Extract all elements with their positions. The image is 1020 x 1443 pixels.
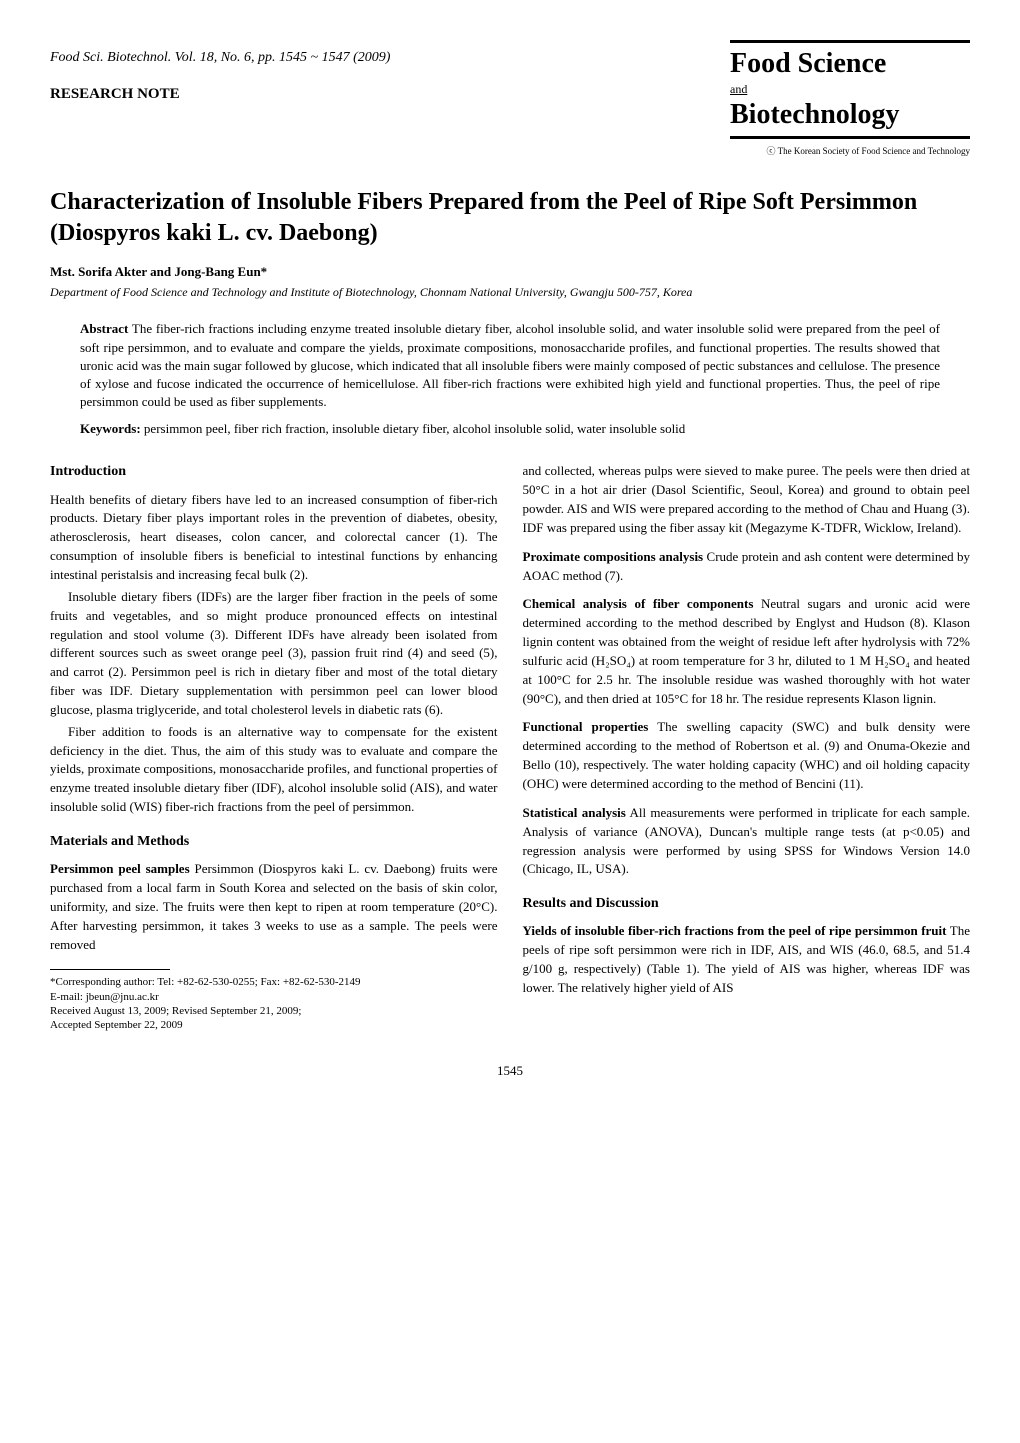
intro-para-2: Insoluble dietary fibers (IDFs) are the …	[50, 588, 498, 720]
intro-para-1: Health benefits of dietary fibers have l…	[50, 491, 498, 585]
right-para-6: Yields of insoluble fiber-rich fractions…	[523, 922, 971, 997]
header-top: Food Sci. Biotechnol. Vol. 18, No. 6, pp…	[50, 40, 970, 157]
persimmon-samples-subheading: Persimmon peel samples	[50, 861, 190, 876]
header-left: Food Sci. Biotechnol. Vol. 18, No. 6, pp…	[50, 40, 390, 103]
journal-logo: Food Science and Biotechnology ⓒ The Kor…	[730, 40, 970, 157]
logo-line-1: Food Science	[730, 48, 970, 80]
affiliation: Department of Food Science and Technolog…	[50, 285, 970, 300]
two-column-body: Introduction Health benefits of dietary …	[50, 462, 970, 1032]
right-para-5: Statistical analysis All measurements we…	[523, 804, 971, 879]
abstract-block: Abstract The fiber-rich fractions includ…	[80, 320, 940, 411]
chemical-analysis-subheading: Chemical analysis of fiber components	[523, 596, 754, 611]
logo-and: and	[730, 82, 970, 97]
footnote-line-4: Accepted September 22, 2009	[50, 1018, 498, 1032]
proximate-subheading: Proximate compositions analysis	[523, 549, 704, 564]
right-para-3: Chemical analysis of fiber components Ne…	[523, 595, 971, 708]
page-number: 1545	[50, 1063, 970, 1079]
footnote-line-2: E-mail: jbeun@jnu.ac.kr	[50, 990, 498, 1004]
corresponding-author-footnote: *Corresponding author: Tel: +82-62-530-0…	[50, 975, 498, 1032]
right-column: and collected, whereas pulps were sieved…	[523, 462, 971, 1032]
keywords-text: persimmon peel, fiber rich fraction, ins…	[144, 421, 685, 436]
article-title: Characterization of Insoluble Fibers Pre…	[50, 187, 970, 249]
left-column: Introduction Health benefits of dietary …	[50, 462, 498, 1032]
article-type: RESEARCH NOTE	[50, 86, 390, 103]
mm-para-1: Persimmon peel samples Persimmon (Diospy…	[50, 860, 498, 954]
intro-para-3: Fiber addition to foods is an alternativ…	[50, 723, 498, 817]
footnote-separator	[50, 969, 170, 970]
society-line: ⓒ The Korean Society of Food Science and…	[730, 144, 970, 157]
footnote-line-3: Received August 13, 2009; Revised Septem…	[50, 1004, 498, 1018]
yields-subheading: Yields of insoluble fiber-rich fractions…	[523, 923, 947, 938]
functional-properties-subheading: Functional properties	[523, 719, 649, 734]
authors: Mst. Sorifa Akter and Jong-Bang Eun*	[50, 264, 970, 280]
right-para-4: Functional properties The swelling capac…	[523, 718, 971, 793]
abstract-label: Abstract	[80, 321, 128, 336]
keywords-block: Keywords: persimmon peel, fiber rich fra…	[80, 421, 940, 437]
introduction-heading: Introduction	[50, 462, 498, 482]
footnote-line-1: *Corresponding author: Tel: +82-62-530-0…	[50, 975, 498, 989]
abstract-text: The fiber-rich fractions including enzym…	[80, 321, 940, 409]
journal-citation: Food Sci. Biotechnol. Vol. 18, No. 6, pp…	[50, 50, 390, 66]
right-text-3: Neutral sugars and uronic acid were dete…	[523, 596, 971, 705]
statistical-analysis-subheading: Statistical analysis	[523, 805, 626, 820]
logo-line-2: Biotechnology	[730, 99, 970, 139]
materials-methods-heading: Materials and Methods	[50, 832, 498, 852]
right-para-2: Proximate compositions analysis Crude pr…	[523, 548, 971, 586]
keywords-label: Keywords:	[80, 421, 141, 436]
right-para-1: and collected, whereas pulps were sieved…	[523, 462, 971, 537]
results-discussion-heading: Results and Discussion	[523, 894, 971, 914]
